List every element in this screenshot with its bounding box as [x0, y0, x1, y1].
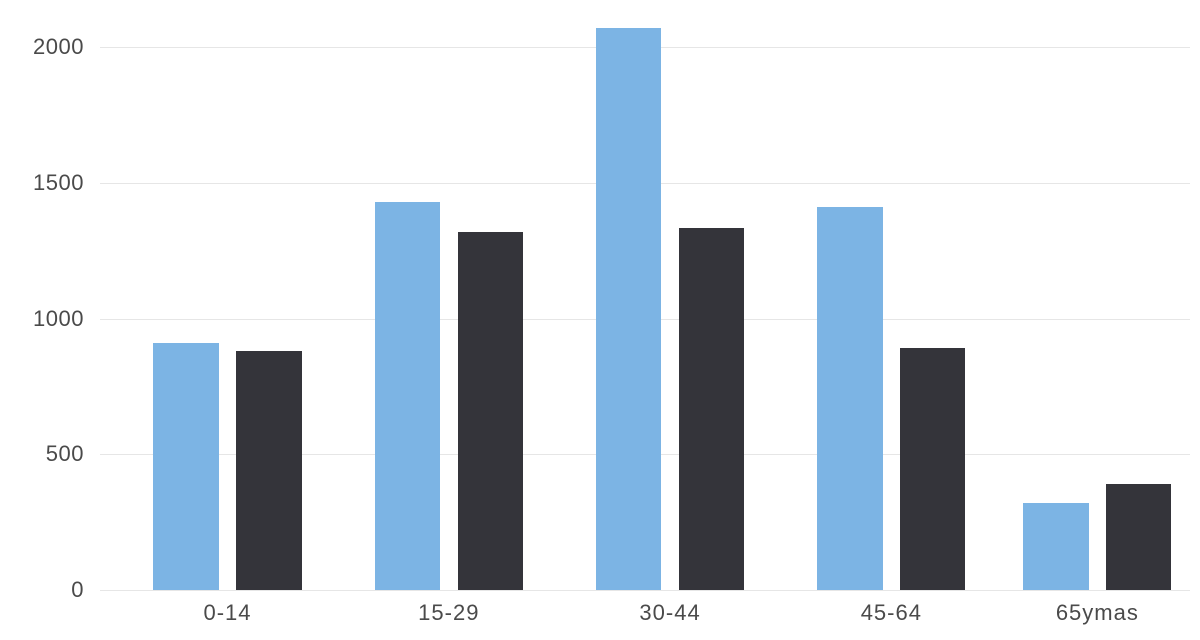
chart-container: 0 500 1000 1500 2000 0-14 15-29 30-44 45-64 65ym…: [0, 0, 1200, 640]
y-tick-label: 1500: [33, 170, 84, 196]
x-tick-label: 45-64: [861, 600, 922, 626]
x-tick-label: 0-14: [203, 600, 251, 626]
bar-series-a: [596, 28, 661, 590]
bar-series-a: [153, 343, 218, 590]
x-tick-label: 30-44: [639, 600, 700, 626]
y-tick-label: 0: [71, 577, 84, 603]
bar-series-b: [679, 228, 744, 590]
bars-layer: [100, 20, 1190, 590]
bar-series-a: [375, 202, 440, 590]
y-tick-label: 2000: [33, 34, 84, 60]
bar-series-a: [1023, 503, 1088, 590]
bar-series-b: [458, 232, 523, 590]
bar-series-b: [1106, 484, 1171, 590]
y-tick-label: 500: [46, 441, 84, 467]
x-tick-label: 65ymas: [1056, 600, 1139, 626]
y-axis: 0 500 1000 1500 2000: [0, 0, 100, 640]
bar-series-b: [236, 351, 301, 590]
x-tick-label: 15-29: [418, 600, 479, 626]
x-axis: 0-14 15-29 30-44 45-64 65ymas: [100, 590, 1190, 640]
y-tick-label: 1000: [33, 306, 84, 332]
plot-area: [100, 20, 1190, 590]
bar-series-b: [900, 348, 965, 590]
bar-series-a: [817, 207, 882, 590]
